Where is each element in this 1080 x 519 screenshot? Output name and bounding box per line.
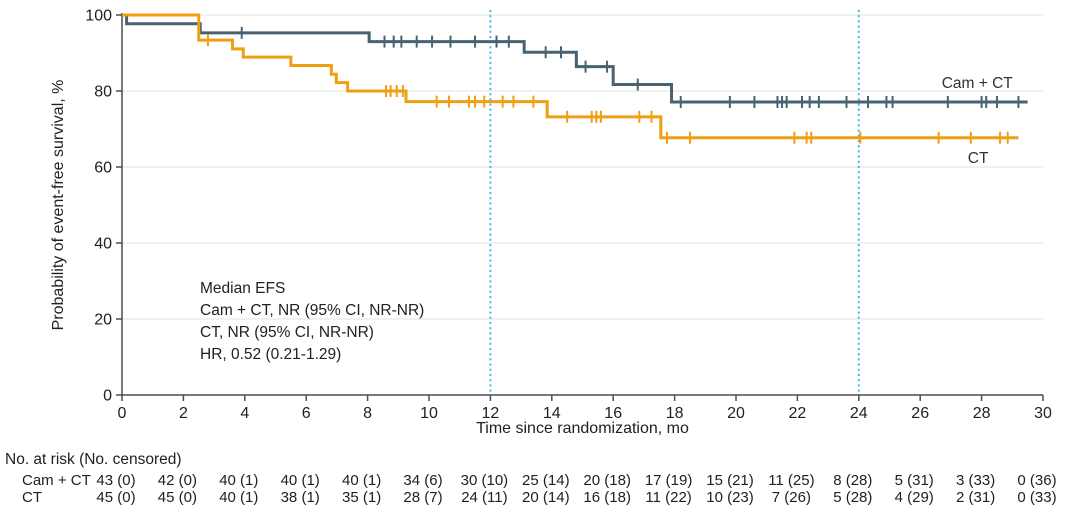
- y-tick-label-0: 0: [103, 388, 112, 405]
- series-camct-curve: [122, 13, 1028, 104]
- x-tick-label-30: 30: [1034, 405, 1052, 422]
- annotation-line-4: HR, 0.52 (0.21-1.29): [200, 346, 341, 363]
- risk-cell-camct-24mo: 8 (28): [833, 472, 872, 489]
- risk-cell-camct-20mo: 15 (21): [706, 472, 754, 489]
- risk-cell-camct-6mo: 40 (1): [281, 472, 320, 489]
- x-tick-label-12: 12: [482, 405, 500, 422]
- risk-cell-ct-0mo: 45 (0): [96, 489, 135, 506]
- risk-cell-camct-16mo: 20 (18): [583, 472, 631, 489]
- risk-cell-camct-22mo: 11 (25): [768, 472, 814, 489]
- risk-cell-ct-22mo: 7 (26): [772, 489, 811, 506]
- risk-cell-camct-14mo: 25 (14): [522, 472, 570, 489]
- risk-cell-ct-4mo: 40 (1): [219, 489, 258, 506]
- risk-cell-camct-10mo: 34 (6): [403, 472, 442, 489]
- x-tick-label-10: 10: [420, 405, 438, 422]
- risk-cell-ct-14mo: 20 (14): [522, 489, 570, 506]
- x-tick-label-4: 4: [240, 405, 249, 422]
- risk-cell-ct-8mo: 35 (1): [342, 489, 381, 506]
- risk-cell-ct-26mo: 4 (29): [895, 489, 934, 506]
- y-tick-label-60: 60: [94, 160, 112, 177]
- x-axis-title: Time since randomization, mo: [476, 420, 689, 437]
- risk-cell-camct-8mo: 40 (1): [342, 472, 381, 489]
- risk-cell-ct-24mo: 5 (28): [833, 489, 872, 506]
- risk-cell-camct-4mo: 40 (1): [219, 472, 258, 489]
- x-tick-label-26: 26: [911, 405, 929, 422]
- y-tick-label-80: 80: [94, 84, 112, 101]
- risk-cell-camct-30mo: 0 (36): [1017, 472, 1056, 489]
- risk-cell-camct-12mo: 30 (10): [461, 472, 509, 489]
- x-tick-label-20: 20: [727, 405, 745, 422]
- risk-row-label-ct: CT: [22, 489, 42, 506]
- risk-cell-ct-2mo: 45 (0): [158, 489, 197, 506]
- y-tick-label-40: 40: [94, 236, 112, 253]
- annotation-line-2: Cam + CT, NR (95% CI, NR-NR): [200, 302, 424, 319]
- risk-row-label-camct: Cam + CT: [22, 472, 91, 489]
- curve-label-ct: CT: [968, 150, 989, 167]
- risk-cell-camct-28mo: 3 (33): [956, 472, 995, 489]
- x-tick-label-16: 16: [604, 405, 622, 422]
- x-tick-label-6: 6: [302, 405, 311, 422]
- x-tick-label-2: 2: [179, 405, 188, 422]
- annotation-line-1: Median EFS: [200, 280, 285, 297]
- x-tick-label-28: 28: [973, 405, 991, 422]
- risk-cell-ct-28mo: 2 (31): [956, 489, 995, 506]
- risk-cell-ct-18mo: 11 (22): [645, 489, 691, 506]
- x-tick-label-18: 18: [666, 405, 684, 422]
- risk-cell-camct-2mo: 42 (0): [158, 472, 197, 489]
- risk-cell-camct-18mo: 17 (19): [645, 472, 693, 489]
- x-tick-label-8: 8: [363, 405, 372, 422]
- risk-cell-ct-30mo: 0 (33): [1017, 489, 1056, 506]
- series-ct-curve: [122, 13, 1019, 140]
- x-tick-label-22: 22: [789, 405, 807, 422]
- risk-table-title: No. at risk (No. censored): [5, 451, 182, 468]
- risk-cell-ct-16mo: 16 (18): [583, 489, 631, 506]
- risk-cell-camct-26mo: 5 (31): [895, 472, 934, 489]
- x-tick-label-0: 0: [118, 405, 127, 422]
- risk-cell-ct-12mo: 24 (11): [461, 489, 507, 506]
- risk-cell-ct-20mo: 10 (23): [706, 489, 754, 506]
- y-axis-title: Probability of event-free survival, %: [50, 80, 67, 331]
- y-tick-label-20: 20: [94, 312, 112, 329]
- y-tick-label-100: 100: [85, 8, 112, 25]
- risk-cell-camct-0mo: 43 (0): [96, 472, 135, 489]
- x-tick-label-14: 14: [543, 405, 561, 422]
- risk-cell-ct-6mo: 38 (1): [281, 489, 320, 506]
- x-tick-label-24: 24: [850, 405, 868, 422]
- curve-label-camct: Cam + CT: [942, 75, 1014, 92]
- risk-cell-ct-10mo: 28 (7): [403, 489, 442, 506]
- annotation-line-3: CT, NR (95% CI, NR-NR): [200, 324, 374, 341]
